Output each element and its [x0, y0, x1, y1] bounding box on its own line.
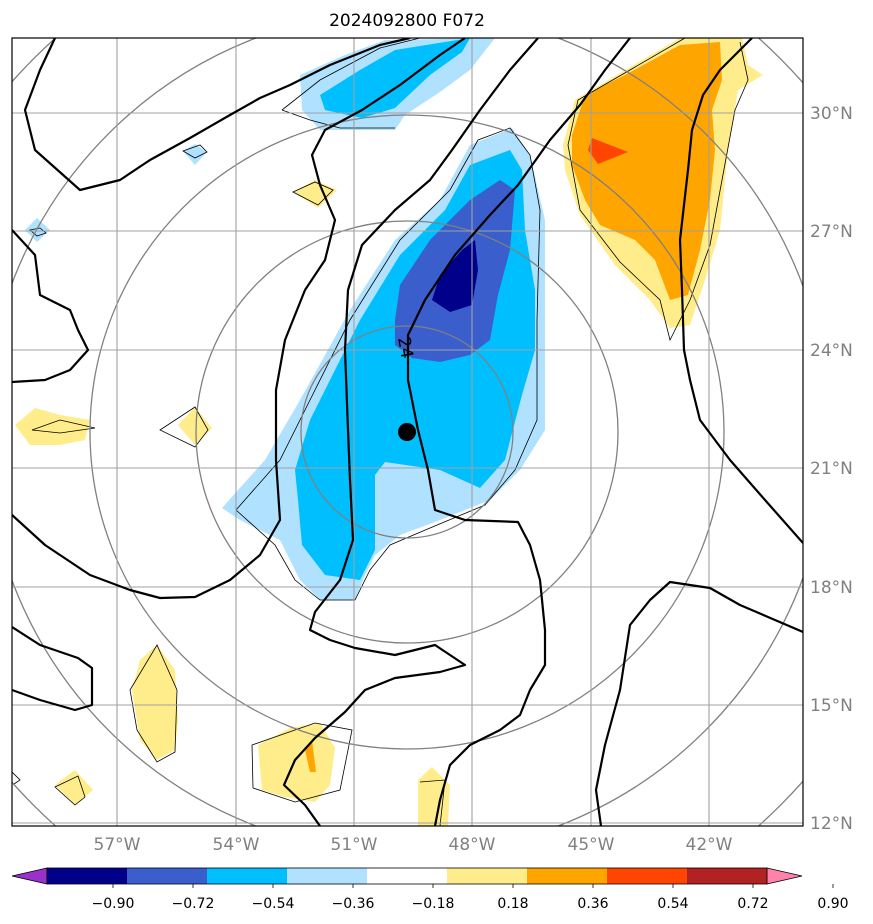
lat-label: 30°N — [810, 104, 853, 124]
field-neg-mid-top — [320, 38, 470, 118]
colorbar-cell — [687, 868, 768, 884]
field-pos-light-west — [15, 408, 90, 445]
colorbar-cell — [47, 868, 128, 884]
colorbar-extend-max — [766, 867, 803, 885]
filled-contours — [15, 38, 763, 826]
colorbar: −0.90 −0.72 −0.54 −0.36 −0.18 0.18 0.36 0.54 0.7… — [11, 867, 849, 912]
lon-label: 51°W — [331, 835, 378, 855]
lon-label: 57°W — [94, 835, 141, 855]
colorbar-cell — [287, 868, 368, 884]
lon-label: 48°W — [449, 835, 496, 855]
lat-label: 12°N — [810, 814, 853, 834]
colorbar-tick-label: −0.36 — [332, 896, 375, 912]
field-neg-light-westmost — [25, 218, 50, 242]
field-pos-light-south-a — [132, 645, 178, 760]
colorbar-tick-label: 0.18 — [497, 896, 528, 912]
map-frame — [11, 37, 804, 827]
storm-center-marker — [398, 423, 416, 441]
field-neg-darkest-main — [432, 240, 478, 312]
lat-label: 18°N — [810, 578, 853, 598]
lon-label: 54°W — [213, 835, 260, 855]
colorbar-cell — [367, 868, 448, 884]
field-pos-red-ne — [588, 138, 628, 164]
graticule — [12, 38, 803, 826]
colorbar-tick-label: 0.72 — [737, 896, 768, 912]
contour-label-24: 24 — [393, 335, 416, 360]
field-pos-light-south-c — [55, 770, 93, 805]
colorbar-cell — [447, 868, 528, 884]
colorbar-tick-label: −0.72 — [172, 896, 215, 912]
colorbar-cell — [127, 868, 208, 884]
lon-label: 42°W — [686, 835, 733, 855]
thick-contours — [12, 38, 803, 826]
colorbar-cell — [607, 868, 688, 884]
lat-label: 24°N — [810, 341, 853, 361]
lon-labels: 57°W 54°W 51°W 48°W 45°W 42°W — [94, 835, 733, 855]
colorbar-tick-label: −0.54 — [252, 896, 295, 912]
lat-label: 15°N — [810, 696, 853, 716]
lat-label: 21°N — [810, 459, 853, 479]
map-title: 2024092800 F072 — [329, 11, 485, 31]
colorbar-cell — [527, 868, 608, 884]
lat-labels: 30°N 27°N 24°N 21°N 18°N 15°N 12°N — [810, 104, 853, 834]
field-pos-mid-south-b — [305, 740, 316, 772]
lon-label: 45°W — [568, 835, 615, 855]
thin-contours — [12, 38, 749, 826]
colorbar-tick-label: 0.36 — [577, 896, 608, 912]
lat-label: 27°N — [810, 222, 853, 242]
colorbar-cell — [207, 868, 288, 884]
colorbar-tick-label: 0.90 — [817, 896, 848, 912]
colorbar-tick-label: −0.18 — [412, 896, 455, 912]
colorbar-tick-label: 0.54 — [657, 896, 688, 912]
colorbar-extend-min — [11, 867, 48, 885]
field-pos-mid-ne — [572, 42, 722, 300]
field-pos-light-south-b — [258, 723, 335, 802]
colorbar-tick-label: −0.90 — [92, 896, 135, 912]
